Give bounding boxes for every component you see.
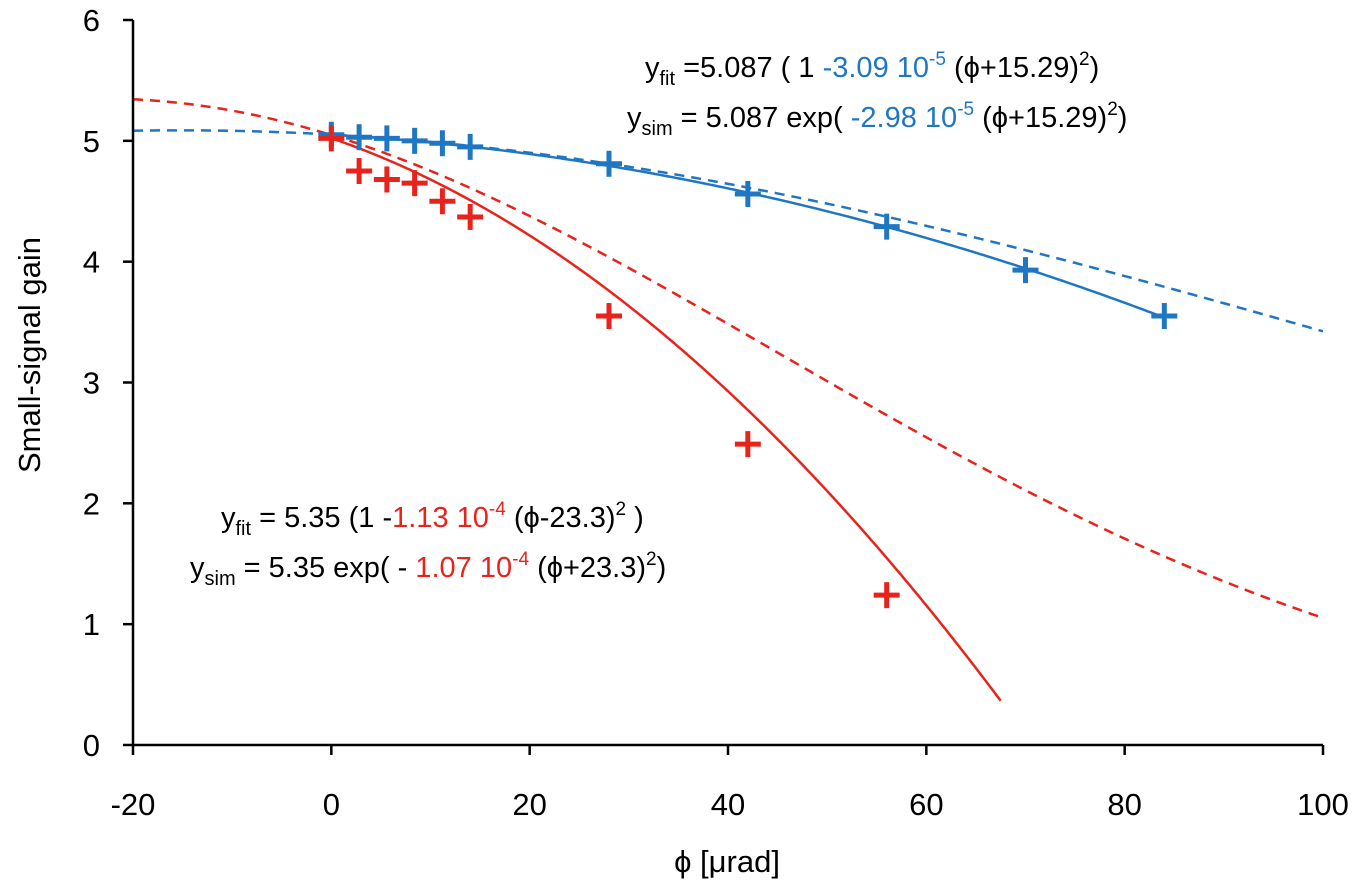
y-axis-title: Small-signal gain [12,237,47,473]
red-sim-tail: (ϕ+23.3) [529,552,646,584]
blue-fit-y: y [645,52,660,84]
blue-sim-curve [133,129,1323,333]
blue-fit-coefficient: -3.09 10 [823,52,929,84]
blue-sim-equation: ysim = 5.087 exp( -2.98 10-5 (ϕ+15.29)2) [627,99,1127,140]
y-ticks: 0 1 2 3 4 5 6 [83,3,133,763]
red-data-point [429,188,456,215]
blue-data-point [429,130,456,157]
blue-fit-curve [331,133,1165,319]
x-tick-label: 60 [909,787,943,822]
red-data-point [457,203,484,230]
y-tick-label: 1 [83,607,100,642]
blue-sim-subscript: sim [642,118,673,140]
red-fit-y: y [221,502,236,534]
blue-fit-end: ) [1090,52,1100,84]
y-tick-label: 3 [83,366,100,401]
blue-sim-square: 2 [1107,99,1118,120]
red-fit-curve [330,137,1002,702]
blue-data-point [346,124,373,151]
red-sim-end: ) [657,552,667,584]
y-tick-label: 5 [83,124,100,159]
red-fit-exponent: -4 [489,499,506,520]
red-data-point [401,170,428,197]
red-data-point [734,431,761,458]
red-fit-end: ) [626,502,644,534]
blue-sim-exponent: -5 [957,99,974,120]
x-axis-title: ϕ [μrad] [674,844,780,879]
y-tick-label: 6 [83,3,100,38]
red-fit-tail: (ϕ-23.3) [506,502,616,534]
red-sim-coefficient: 1.07 10 [415,552,512,584]
red-sim-exponent: -4 [512,549,529,570]
blue-data-point [401,127,428,154]
red-sim-curve [133,98,1323,620]
red-sim-mid: = 5.35 exp( - [236,552,416,584]
y-tick-label: 0 [83,728,100,763]
x-tick-label: 40 [711,787,745,822]
blue-sim-coefficient: -2.98 10 [851,102,957,134]
blue-data-point [457,133,484,160]
y-tick-label: 4 [83,245,100,280]
red-sim-equation: ysim = 5.35 exp( - 1.07 10-4 (ϕ+23.3)2) [190,549,666,590]
blue-sim-tail: (ϕ+15.29) [974,102,1107,134]
x-tick-label: 100 [1297,787,1349,822]
blue-data-point [373,125,400,152]
blue-data-point [734,181,761,207]
data-points [318,121,1178,609]
red-data-point [318,125,345,152]
blue-fit-mid: =5.087 ( 1 [675,52,823,84]
red-fit-equation: yfit = 5.35 (1 -1.13 10-4 (ϕ-23.3)2 ) [221,499,644,540]
blue-sim-end: ) [1118,102,1128,134]
blue-fit-exponent: -5 [929,49,946,70]
blue-sim-y: y [627,102,642,134]
blue-data-point [873,213,900,240]
x-tick-label: -20 [111,787,156,822]
red-data-point [373,166,400,193]
red-fit-coefficient: 1.13 10 [392,502,489,534]
fit-curves [133,98,1323,702]
red-data-point [596,303,622,330]
blue-fit-square: 2 [1079,49,1090,70]
x-tick-label: 20 [512,787,546,822]
blue-data-point [1012,257,1039,284]
blue-fit-equation: yfit =5.087 ( 1 -3.09 10-5 (ϕ+15.29)2) [645,49,1099,90]
blue-fit-subscript: fit [660,68,676,90]
blue-sim-mid: = 5.087 exp( [673,102,851,134]
red-fit-square: 2 [616,499,627,520]
blue-data-point [596,150,622,177]
red-data-point [346,158,373,185]
red-sim-subscript: sim [205,568,236,590]
red-sim-y: y [190,552,205,584]
x-ticks: -20 0 20 40 60 80 100 [111,745,1349,822]
red-data-point [873,582,900,609]
red-fit-mid: = 5.35 (1 - [251,502,392,534]
x-tick-label: 0 [323,787,340,822]
blue-fit-tail: (ϕ+15.29) [946,52,1079,84]
red-sim-square: 2 [646,549,657,570]
red-fit-subscript: fit [236,518,252,540]
y-tick-label: 2 [83,486,100,521]
blue-data-point [1151,303,1178,330]
x-tick-label: 80 [1107,787,1141,822]
